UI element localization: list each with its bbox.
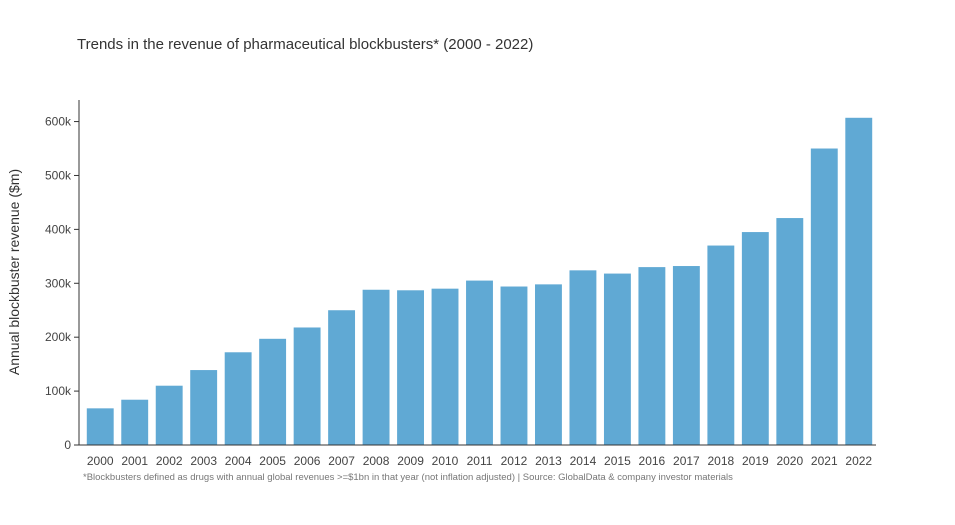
x-tick-label: 2011 bbox=[467, 454, 493, 468]
x-tick-label: 2019 bbox=[742, 454, 769, 468]
bar-2022[interactable] bbox=[845, 117, 873, 445]
y-tick-label: 300k bbox=[45, 276, 72, 290]
x-tick-label: 2016 bbox=[639, 454, 666, 468]
chart-footnote: *Blockbusters defined as drugs with annu… bbox=[83, 472, 733, 483]
x-tick-label: 2007 bbox=[328, 454, 355, 468]
bars bbox=[86, 117, 873, 445]
bar-2015[interactable] bbox=[603, 273, 631, 445]
x-tick-label: 2009 bbox=[397, 454, 424, 468]
x-tick-label: 2012 bbox=[501, 454, 528, 468]
x-tick-label: 2015 bbox=[604, 454, 631, 468]
y-tick-label: 400k bbox=[45, 222, 72, 236]
x-tick-label: 2018 bbox=[707, 454, 734, 468]
bar-2008[interactable] bbox=[362, 289, 390, 445]
y-tick-label: 500k bbox=[45, 168, 72, 182]
x-axis-ticks: 2000 2001 2002 2003 2004 2005 2006 2007 2008 2009… bbox=[87, 454, 873, 468]
bar-2010[interactable] bbox=[431, 288, 459, 445]
bar-2017[interactable] bbox=[672, 266, 700, 445]
bar-2007[interactable] bbox=[328, 310, 356, 445]
bar-2009[interactable] bbox=[397, 290, 424, 445]
x-tick-label: 2003 bbox=[190, 454, 217, 468]
bar-2002[interactable] bbox=[155, 385, 183, 445]
y-tick-label: 200k bbox=[45, 330, 72, 344]
y-axis-label: Annual blockbuster revenue ($m) bbox=[6, 169, 22, 375]
bar-2013[interactable] bbox=[535, 284, 562, 445]
x-tick-label: 2017 bbox=[673, 454, 700, 468]
y-tick-label: 100k bbox=[45, 384, 72, 398]
y-axis-ticks: 0 100k 200k 300k 400k 500k 600k bbox=[45, 115, 79, 452]
bar-2006[interactable] bbox=[293, 327, 321, 445]
bar-2012[interactable] bbox=[500, 286, 528, 445]
bar-2011[interactable] bbox=[466, 280, 493, 445]
x-tick-label: 2000 bbox=[87, 454, 114, 468]
x-tick-label: 2005 bbox=[259, 454, 286, 468]
x-tick-label: 2020 bbox=[776, 454, 803, 468]
x-tick-label: 2013 bbox=[535, 454, 562, 468]
bar-2003[interactable] bbox=[190, 370, 218, 445]
bar-2005[interactable] bbox=[259, 338, 287, 445]
x-tick-label: 2006 bbox=[294, 454, 321, 468]
bar-2001[interactable] bbox=[121, 399, 149, 445]
x-tick-label: 2008 bbox=[363, 454, 390, 468]
x-tick-label: 2021 bbox=[811, 454, 838, 468]
x-tick-label: 2002 bbox=[156, 454, 183, 468]
x-tick-label: 2010 bbox=[432, 454, 459, 468]
x-tick-label: 2004 bbox=[225, 454, 252, 468]
bar-2018[interactable] bbox=[707, 245, 735, 445]
bar-2019[interactable] bbox=[741, 232, 769, 445]
bar-2021[interactable] bbox=[810, 148, 838, 445]
y-tick-label: 0 bbox=[64, 438, 71, 452]
bar-2020[interactable] bbox=[776, 218, 804, 445]
bar-2014[interactable] bbox=[569, 270, 597, 445]
bar-2000[interactable] bbox=[86, 408, 114, 445]
x-tick-label: 2014 bbox=[570, 454, 597, 468]
x-tick-label: 2001 bbox=[121, 454, 148, 468]
x-tick-label: 2022 bbox=[845, 454, 872, 468]
bar-2004[interactable] bbox=[224, 352, 252, 445]
y-tick-label: 600k bbox=[45, 115, 72, 129]
bar-2016[interactable] bbox=[638, 267, 666, 445]
chart-title: Trends in the revenue of pharmaceutical … bbox=[77, 36, 534, 53]
